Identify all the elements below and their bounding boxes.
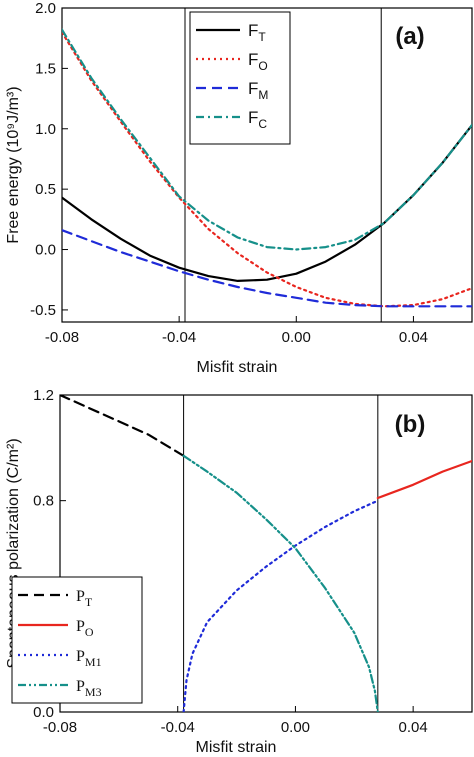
legend-subscript: C xyxy=(258,117,267,131)
x-axis-label: Misfit strain xyxy=(196,739,277,756)
y-tick-label: 0.0 xyxy=(35,242,56,259)
plot-area xyxy=(60,395,472,712)
x-tick-label: 0.04 xyxy=(399,719,428,736)
series-line-po xyxy=(376,459,472,500)
legend-box xyxy=(11,576,143,704)
x-tick-label: 0.00 xyxy=(282,329,311,346)
legend-subscript: M xyxy=(258,88,268,102)
y-tick-label: 1.2 xyxy=(33,387,54,404)
y-tick-label: 0.0 xyxy=(33,704,54,721)
plot-frame xyxy=(61,7,473,323)
series-line-pt xyxy=(60,395,185,457)
series-line-pm3 xyxy=(182,454,379,712)
legend-subscript: O xyxy=(85,625,94,639)
y-tick-label: -0.5 xyxy=(30,302,56,319)
y-tick-label: 0.5 xyxy=(35,181,56,198)
legend-subscript: M3 xyxy=(85,685,102,699)
plot-frame xyxy=(59,394,473,713)
legend-box xyxy=(189,11,291,145)
x-axis-label: Misfit strain xyxy=(197,359,278,376)
y-tick-label: 2.0 xyxy=(35,0,56,17)
legend-subscript: M1 xyxy=(85,655,102,669)
x-tick-label: 0.04 xyxy=(399,329,428,346)
series-line-ft xyxy=(62,123,472,282)
legend-subscript: T xyxy=(258,30,266,44)
panel-tag: (b) xyxy=(395,411,426,438)
series-line-fm xyxy=(62,229,472,308)
series-line-fc xyxy=(62,28,472,251)
y-tick-label: 0.8 xyxy=(33,493,54,510)
legend-subscript: O xyxy=(258,59,267,73)
panel-a-free-energy: -0.08 -0.04 0.00 0.04 -0.5 0.0 0.5 1.0 1.5 2.0 Mis… xyxy=(5,0,473,376)
x-tick-label: -0.04 xyxy=(162,329,196,346)
plot-area xyxy=(62,28,472,308)
y-axis-label: Free energy (10⁹J/m³) xyxy=(5,86,22,243)
y-tick-label: 1.5 xyxy=(35,60,56,77)
y-tick-label: 1.0 xyxy=(35,121,56,138)
x-tick-label: 0.00 xyxy=(281,719,310,736)
panel-tag: (a) xyxy=(395,23,424,50)
x-tick-label: -0.04 xyxy=(161,719,195,736)
series-line-pm1 xyxy=(182,499,379,712)
x-tick-label: -0.08 xyxy=(43,719,77,736)
x-tick-label: -0.08 xyxy=(45,329,79,346)
legend-subscript: T xyxy=(85,595,93,609)
